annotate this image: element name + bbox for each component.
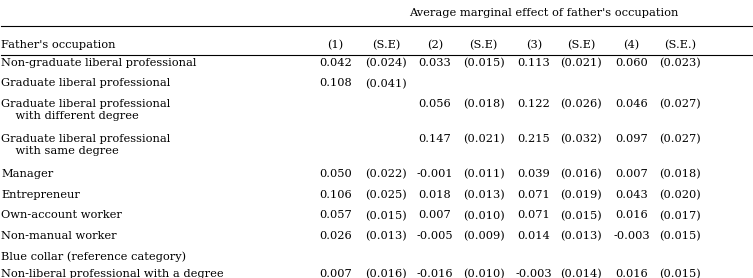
Text: (0.015): (0.015) xyxy=(365,210,407,221)
Text: -0.003: -0.003 xyxy=(516,269,553,278)
Text: 0.026: 0.026 xyxy=(319,231,352,241)
Text: 0.071: 0.071 xyxy=(517,210,550,220)
Text: (0.011): (0.011) xyxy=(463,169,505,180)
Text: (S.E): (S.E) xyxy=(470,40,498,51)
Text: -0.016: -0.016 xyxy=(416,269,453,278)
Text: (0.010): (0.010) xyxy=(463,210,505,221)
Text: -0.003: -0.003 xyxy=(613,231,650,241)
Text: (0.010): (0.010) xyxy=(463,269,505,278)
Text: (S.E.): (S.E.) xyxy=(664,40,697,51)
Text: (2): (2) xyxy=(427,40,444,51)
Text: 0.033: 0.033 xyxy=(419,58,451,68)
Text: 0.057: 0.057 xyxy=(319,210,352,220)
Text: Father's occupation: Father's occupation xyxy=(2,40,116,50)
Text: 0.106: 0.106 xyxy=(319,190,352,200)
Text: Manager: Manager xyxy=(2,169,53,179)
Text: -0.001: -0.001 xyxy=(416,169,453,179)
Text: (0.021): (0.021) xyxy=(463,134,505,145)
Text: 0.147: 0.147 xyxy=(419,134,451,144)
Text: (0.022): (0.022) xyxy=(365,169,407,180)
Text: 0.046: 0.046 xyxy=(615,99,648,109)
Text: 0.016: 0.016 xyxy=(615,210,648,220)
Text: (0.023): (0.023) xyxy=(660,58,701,68)
Text: Own-account worker: Own-account worker xyxy=(2,210,122,220)
Text: (0.015): (0.015) xyxy=(660,269,701,278)
Text: (0.013): (0.013) xyxy=(560,231,602,241)
Text: (0.015): (0.015) xyxy=(660,231,701,241)
Text: Blue collar (reference category): Blue collar (reference category) xyxy=(2,252,187,262)
Text: 0.113: 0.113 xyxy=(517,58,550,68)
Text: (0.020): (0.020) xyxy=(660,190,701,200)
Text: Graduate liberal professional
    with same degree: Graduate liberal professional with same … xyxy=(2,134,171,156)
Text: (0.027): (0.027) xyxy=(660,99,701,109)
Text: (0.015): (0.015) xyxy=(560,210,602,221)
Text: 0.007: 0.007 xyxy=(615,169,648,179)
Text: (S.E): (S.E) xyxy=(372,40,401,51)
Text: (1): (1) xyxy=(327,40,343,51)
Text: (0.013): (0.013) xyxy=(463,190,505,200)
Text: 0.215: 0.215 xyxy=(517,134,550,144)
Text: (0.014): (0.014) xyxy=(560,269,602,278)
Text: (0.013): (0.013) xyxy=(365,231,407,241)
Text: 0.007: 0.007 xyxy=(319,269,352,278)
Text: Non-liberal professional with a degree: Non-liberal professional with a degree xyxy=(2,269,224,278)
Text: (0.021): (0.021) xyxy=(560,58,602,68)
Text: (0.018): (0.018) xyxy=(660,169,701,180)
Text: (0.017): (0.017) xyxy=(660,210,701,221)
Text: (0.009): (0.009) xyxy=(463,231,505,241)
Text: Average marginal effect of father's occupation: Average marginal effect of father's occu… xyxy=(409,8,678,18)
Text: 0.097: 0.097 xyxy=(615,134,648,144)
Text: 0.043: 0.043 xyxy=(615,190,648,200)
Text: 0.007: 0.007 xyxy=(419,210,451,220)
Text: (0.032): (0.032) xyxy=(560,134,602,145)
Text: Entrepreneur: Entrepreneur xyxy=(2,190,81,200)
Text: 0.071: 0.071 xyxy=(517,190,550,200)
Text: (0.018): (0.018) xyxy=(463,99,505,109)
Text: (0.025): (0.025) xyxy=(365,190,407,200)
Text: (0.041): (0.041) xyxy=(365,78,407,89)
Text: (0.019): (0.019) xyxy=(560,190,602,200)
Text: (4): (4) xyxy=(623,40,640,51)
Text: Non-graduate liberal professional: Non-graduate liberal professional xyxy=(2,58,197,68)
Text: (0.026): (0.026) xyxy=(560,99,602,109)
Text: (0.016): (0.016) xyxy=(560,169,602,180)
Text: 0.016: 0.016 xyxy=(615,269,648,278)
Text: Non-manual worker: Non-manual worker xyxy=(2,231,117,241)
Text: (0.024): (0.024) xyxy=(365,58,407,68)
Text: 0.042: 0.042 xyxy=(319,58,352,68)
Text: 0.056: 0.056 xyxy=(419,99,451,109)
Text: (3): (3) xyxy=(526,40,542,51)
Text: (0.016): (0.016) xyxy=(365,269,407,278)
Text: 0.039: 0.039 xyxy=(517,169,550,179)
Text: Graduate liberal professional
    with different degree: Graduate liberal professional with diffe… xyxy=(2,99,171,121)
Text: 0.018: 0.018 xyxy=(419,190,451,200)
Text: -0.005: -0.005 xyxy=(416,231,453,241)
Text: 0.050: 0.050 xyxy=(319,169,352,179)
Text: 0.060: 0.060 xyxy=(615,58,648,68)
Text: 0.122: 0.122 xyxy=(517,99,550,109)
Text: 0.014: 0.014 xyxy=(517,231,550,241)
Text: (0.027): (0.027) xyxy=(660,134,701,145)
Text: Graduate liberal professional: Graduate liberal professional xyxy=(2,78,171,88)
Text: (0.015): (0.015) xyxy=(463,58,505,68)
Text: 0.108: 0.108 xyxy=(319,78,352,88)
Text: (S.E): (S.E) xyxy=(567,40,596,51)
